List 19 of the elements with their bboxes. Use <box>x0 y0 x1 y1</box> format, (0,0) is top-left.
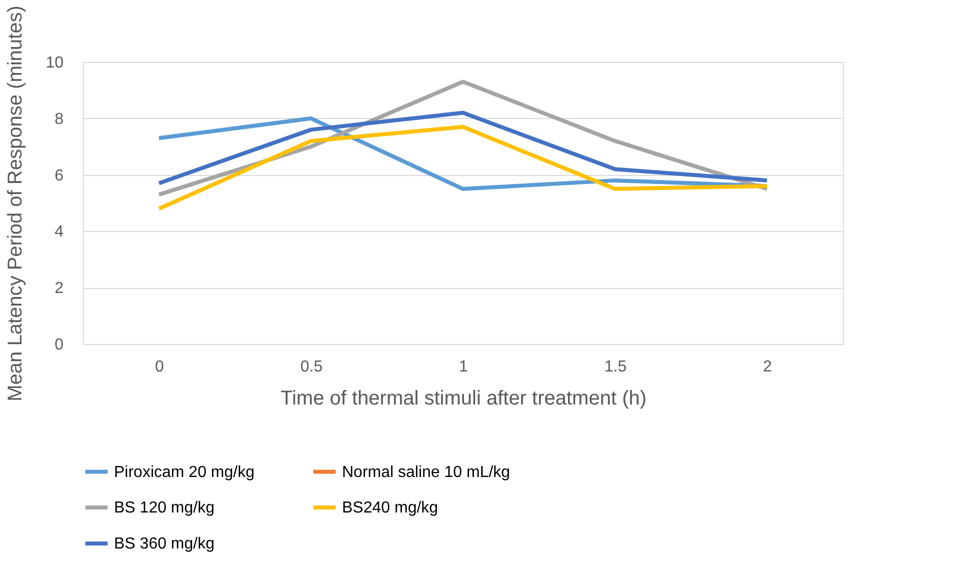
legend-label: Piroxicam 20 mg/kg <box>114 464 254 481</box>
legend-label: BS240 mg/kg <box>342 500 438 516</box>
x-tick-label: 0.5 <box>300 358 323 376</box>
x-tick-label: 2 <box>763 358 772 376</box>
y-tick-label: 6 <box>54 167 64 184</box>
y-axis-title: Mean Latency Period of Response (minutes) <box>4 6 27 402</box>
line-series <box>157 124 769 211</box>
x-tick-label: 0 <box>155 358 164 376</box>
x-tick-label: 1.5 <box>604 358 627 376</box>
y-tick-label: 4 <box>54 224 64 241</box>
y-tick-label: 10 <box>46 54 64 72</box>
legend-label: Normal saline 10 mL/kg <box>342 464 510 481</box>
y-tick-label: 2 <box>54 280 64 298</box>
x-axis-title: Time of thermal stimuli after treatment (h) <box>280 388 647 410</box>
legend-label: BS 120 mg/kg <box>114 500 214 516</box>
y-tick-label: 0 <box>54 336 64 354</box>
y-tick-label: 8 <box>54 110 64 128</box>
legend-label: BS 360 mg/kg <box>114 536 214 552</box>
x-tick-label: 1 <box>459 358 468 376</box>
